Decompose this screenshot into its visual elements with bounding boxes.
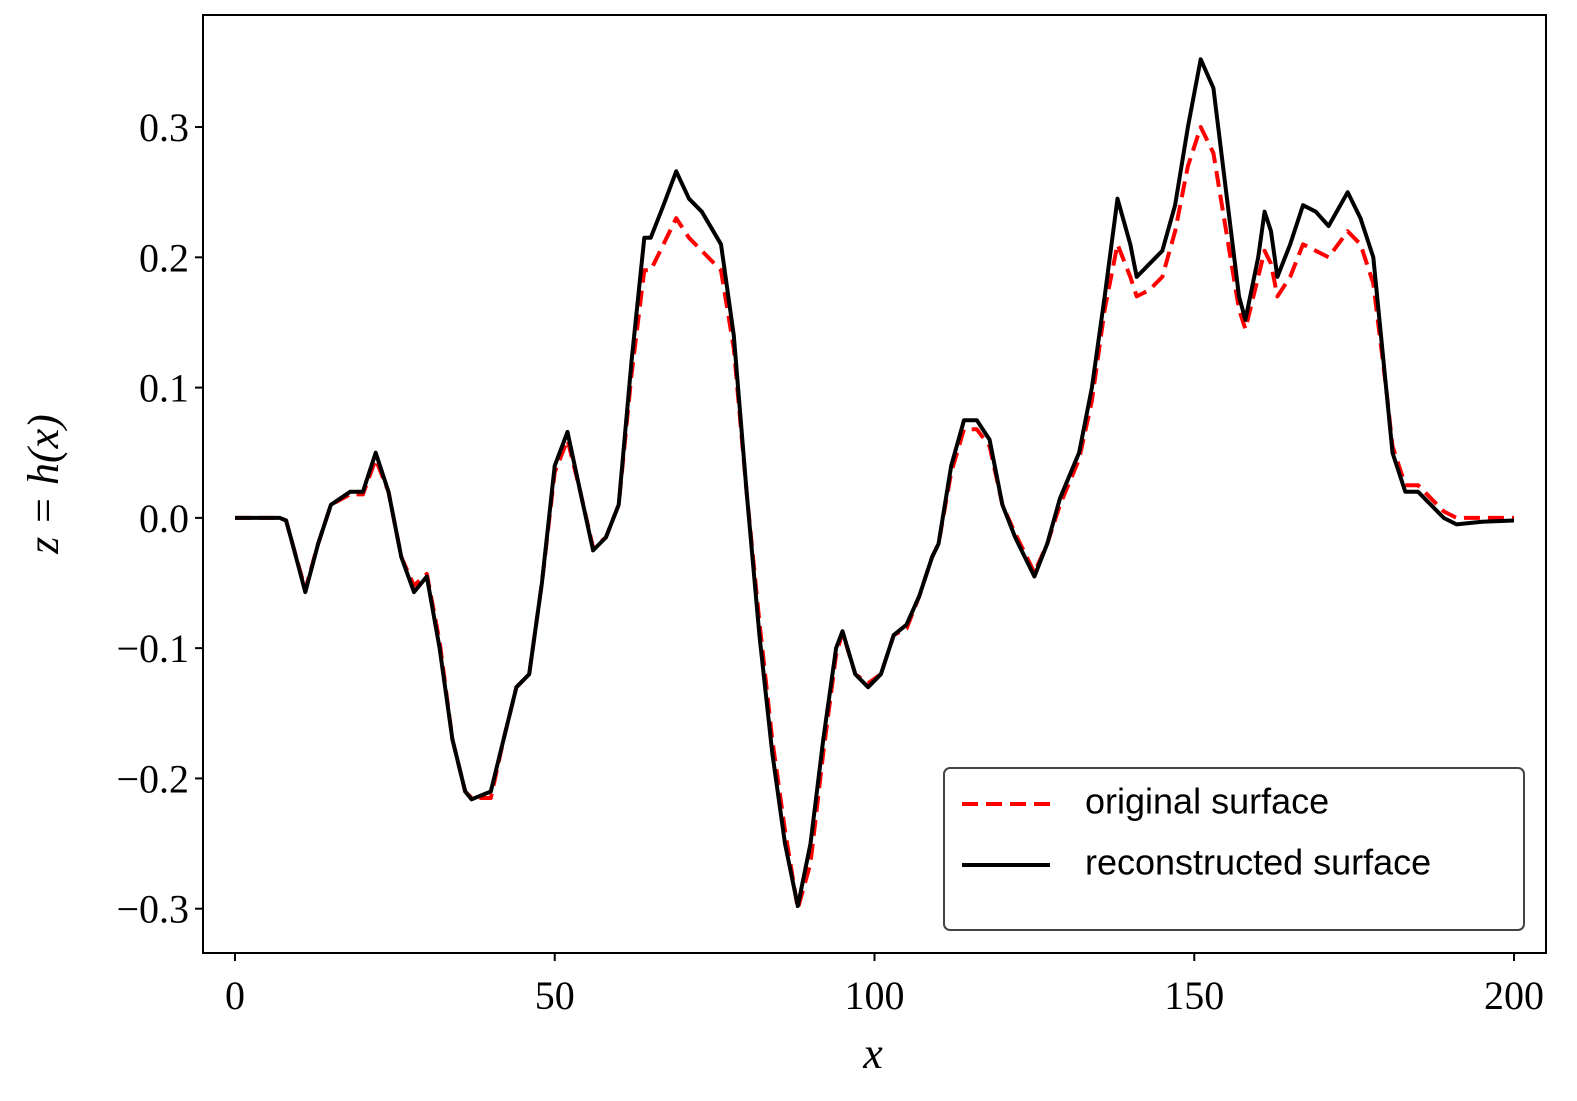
y-tick-label: −0.3: [116, 887, 189, 932]
y-tick-label: 0.3: [139, 105, 189, 150]
x-tick-label: 150: [1164, 973, 1224, 1018]
legend-label: original surface: [1085, 781, 1329, 822]
y-tick-label: 0.1: [139, 366, 189, 411]
legend: original surface reconstructed surface: [943, 767, 1525, 931]
x-tick-label: 200: [1484, 973, 1544, 1018]
x-axis-label: x: [862, 1029, 883, 1078]
y-tick-label: 0.2: [139, 235, 189, 280]
y-axis-label: z = h(x): [19, 414, 68, 555]
x-tick-label: 100: [845, 973, 905, 1018]
x-tick-label: 50: [535, 973, 575, 1018]
x-tick-label: 0: [225, 973, 245, 1018]
plot-frame: [202, 14, 1547, 954]
y-tick-label: 0.0: [139, 496, 189, 541]
legend-label: reconstructed surface: [1085, 842, 1431, 883]
series-line: [235, 57, 1515, 909]
legend-box: [943, 767, 1525, 931]
y-tick-label: −0.1: [116, 626, 189, 671]
y-tick-label: −0.2: [116, 756, 189, 801]
